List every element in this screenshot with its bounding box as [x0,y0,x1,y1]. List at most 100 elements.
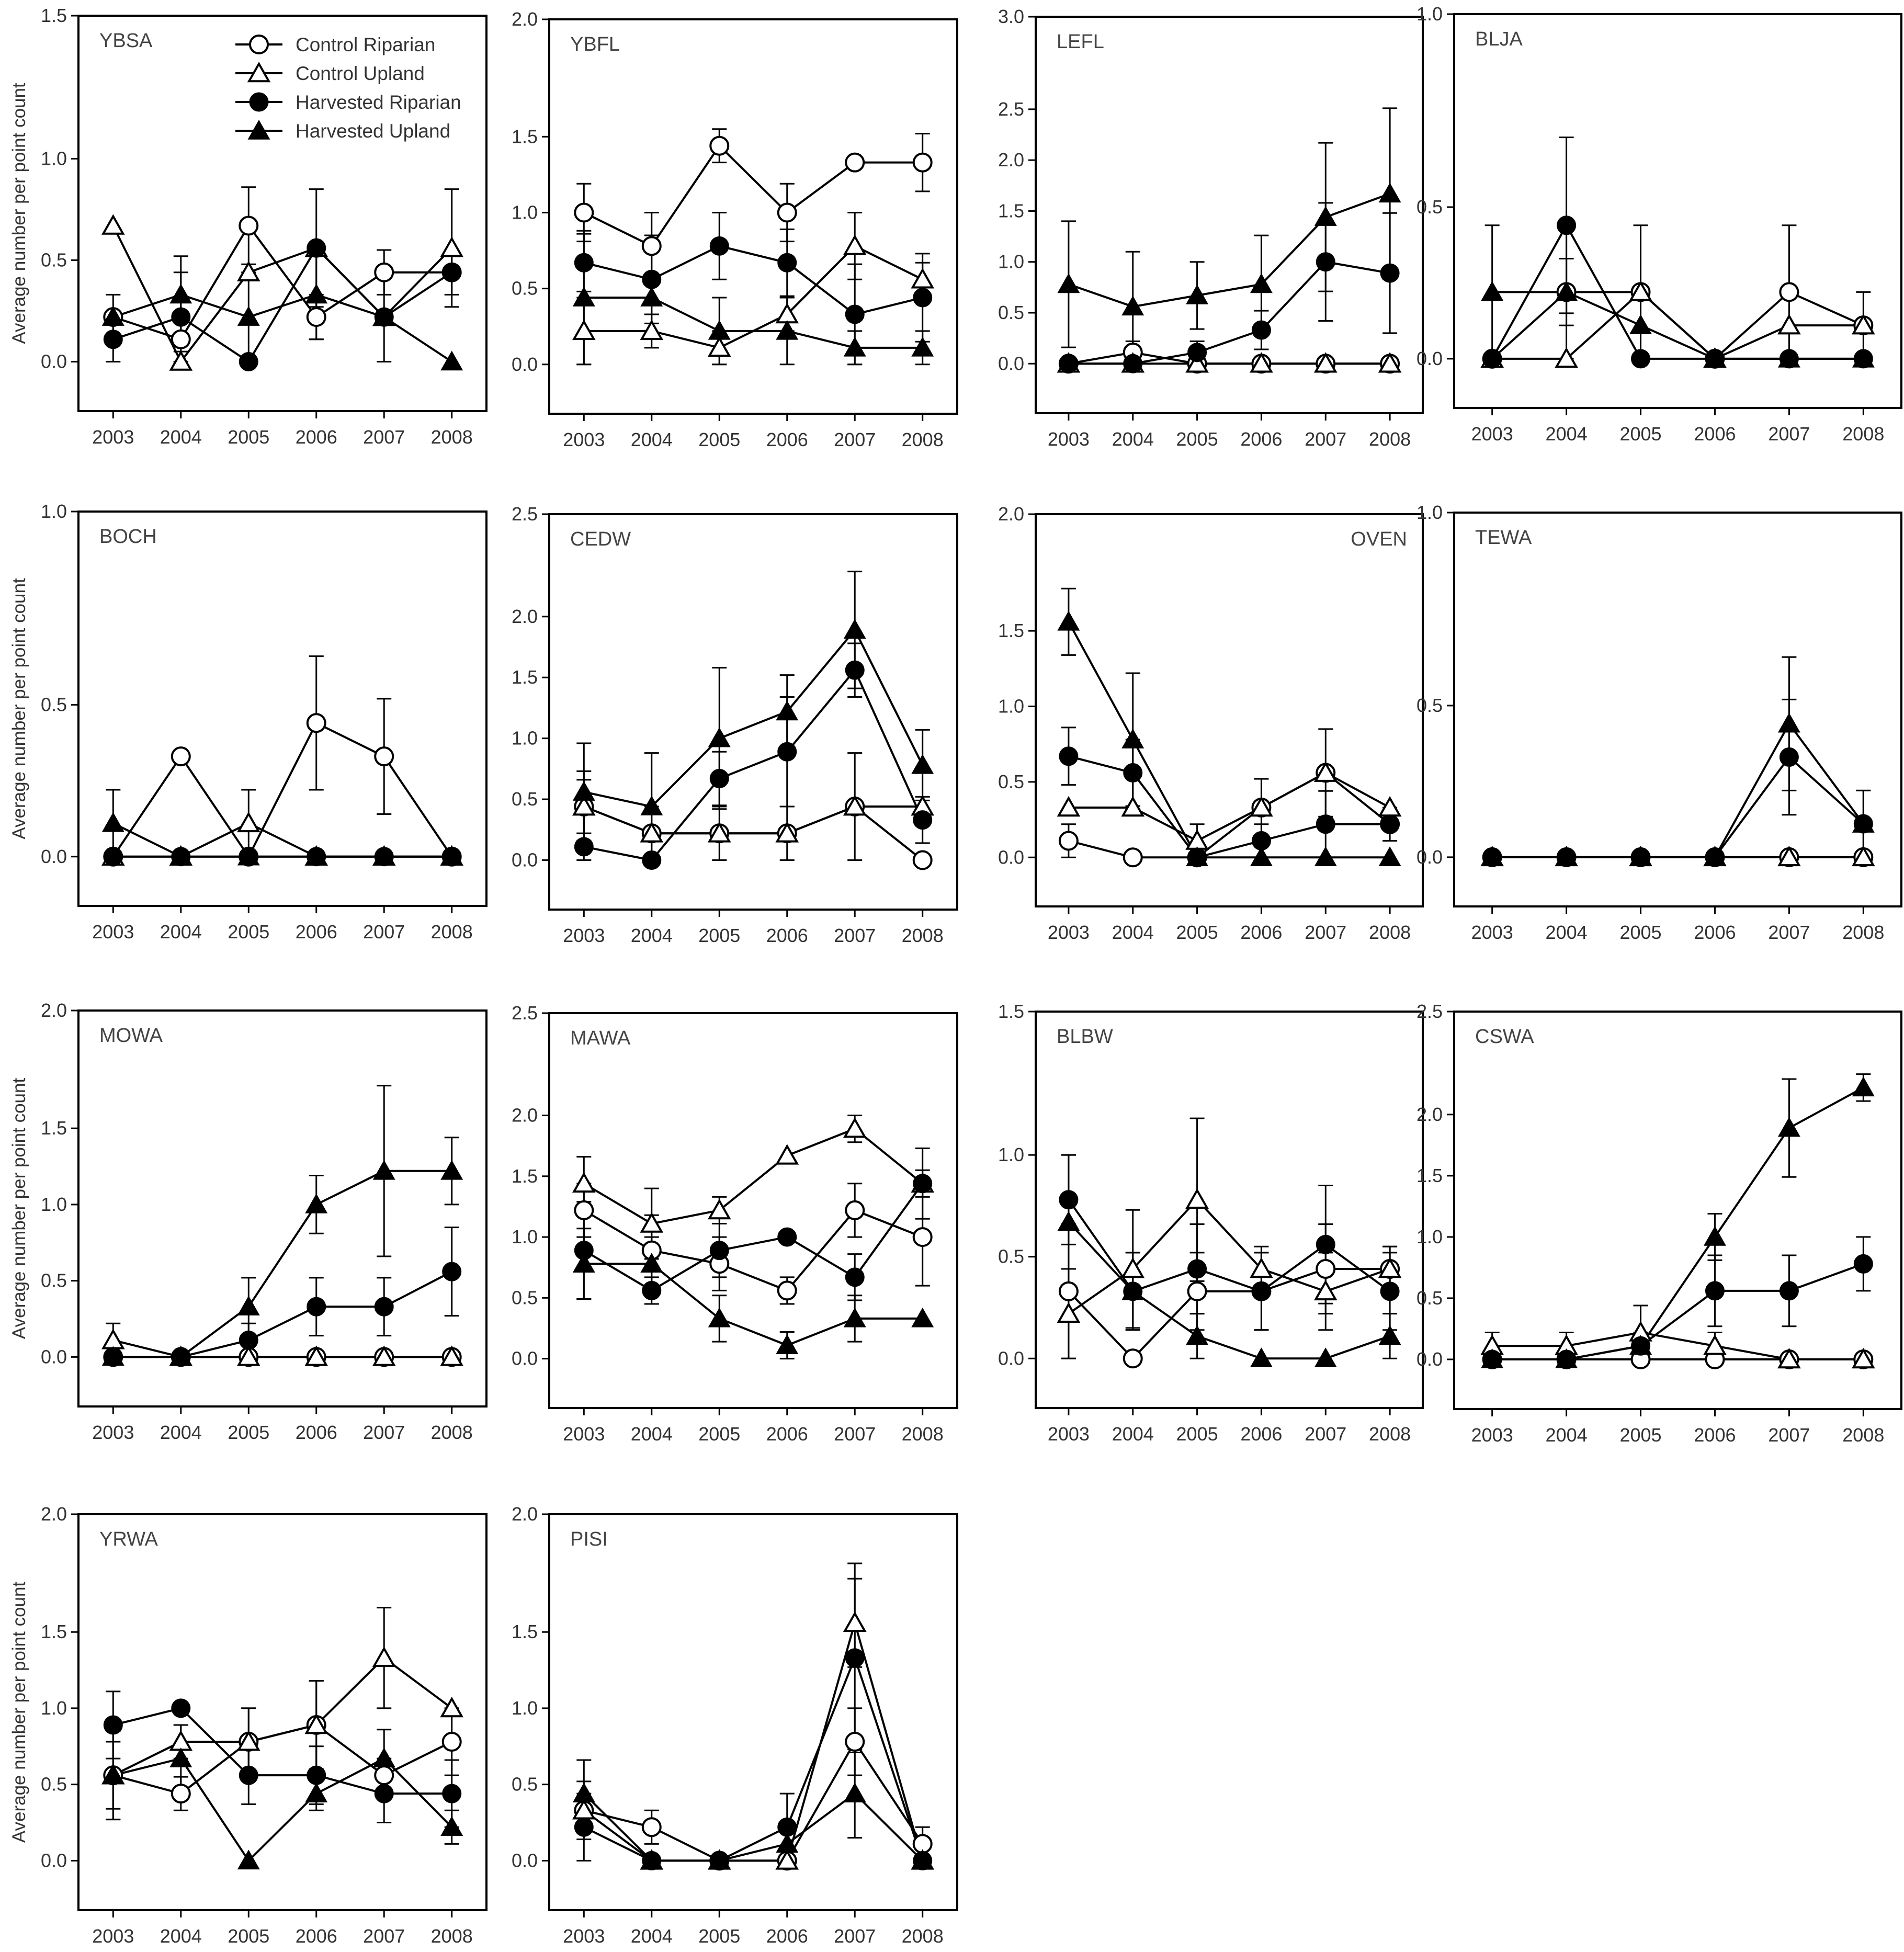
chart-panel-boch: 0.0 0.5 1.0 2003 2004 2005 2006 2007 2008 BOCH Ave… [9,501,488,943]
data-point [843,1117,867,1138]
data-point [239,1765,258,1785]
data-point [372,306,395,326]
data-point [640,822,664,843]
y-tick-label: 1.5 [41,1117,67,1139]
x-tick-label: 2005 [1619,423,1661,445]
data-point [572,319,596,341]
data-point [101,812,124,832]
chart-panel-tewa: 0.0 0.5 1.0 2003 2004 2005 2006 2007 2008 TEWA [1416,502,1902,943]
series-line [583,668,924,861]
panel-title: LEFL [1057,31,1104,53]
y-tick-label: 2.5 [512,503,538,525]
data-point [1314,1347,1337,1368]
y-tick-label: 1.0 [998,1144,1024,1165]
data-point [1250,1257,1273,1278]
y-tick-label: 0.5 [41,1774,67,1795]
x-tick-label: 2006 [766,925,808,946]
markers-control-upland [572,1117,935,1233]
data-point [1313,761,1338,782]
data-point [103,330,123,349]
data-point [845,1648,865,1668]
data-point [1482,349,1502,369]
data-point [843,619,866,639]
y-tick-label: 0.5 [1416,1287,1443,1309]
data-point [372,1747,395,1767]
data-point [307,1765,326,1785]
data-point [1777,1347,1801,1369]
y-tick-label: 0.0 [41,351,67,372]
data-point [1251,1281,1271,1301]
x-tick-label: 2006 [1240,428,1282,450]
data-point [1250,846,1273,867]
y-tick-label: 1.0 [512,1697,538,1719]
data-point [440,350,463,371]
y-tick-label: 2.0 [41,1503,67,1525]
series-line [583,1654,924,1862]
legend-marker [247,61,271,83]
y-tick-label: 1.0 [512,1226,538,1247]
y-tick-label: 2.0 [512,1105,538,1126]
series-line [584,1263,923,1347]
x-tick-label: 2005 [228,1925,269,1947]
data-point [640,796,663,815]
x-tick-label: 2005 [228,426,269,448]
data-point [1779,747,1799,767]
x-tick-label: 2005 [698,1925,740,1947]
data-point [1852,347,1875,368]
data-point [912,152,933,173]
y-tick-label: 0.5 [1416,196,1443,218]
chart-panel-cedw: 0.0 0.5 1.0 1.5 2.0 2.5 2003 2004 2005 2006 2007 20… [512,503,958,946]
x-tick-label: 2008 [1369,922,1411,943]
data-point [574,253,594,273]
y-tick-label: 2.0 [998,149,1024,171]
legend-label: Harvested Upland [296,120,450,142]
x-tick-label: 2008 [431,1422,473,1443]
data-point [845,1267,865,1287]
y-tick-label: 1.5 [41,1621,67,1642]
data-point [101,214,125,235]
x-tick-label: 2004 [1112,922,1154,943]
x-tick-label: 2007 [1768,423,1810,445]
x-tick-label: 2006 [296,921,337,943]
data-point [169,1747,192,1767]
data-point [1057,610,1080,631]
legend-marker [247,119,270,140]
markers-harvested-riparian [574,236,933,324]
y-tick-label: 1.5 [512,126,538,147]
y-tick-label: 2.5 [512,1002,538,1024]
x-tick-label: 2004 [1112,428,1154,450]
x-tick-label: 2004 [160,1422,202,1443]
series-control-upland [1492,290,1864,360]
data-point [1121,796,1145,817]
y-tick-label: 1.0 [1416,3,1443,25]
y-tick-label: 0.0 [1416,348,1443,369]
markers-control-upland [572,234,935,357]
data-point [1057,1302,1081,1323]
data-point [1057,1211,1080,1231]
x-tick-label: 2008 [431,921,473,943]
data-point [1316,252,1335,272]
markers-harvested-upland [101,1160,463,1366]
plot-frame [548,18,958,415]
data-point [171,1698,191,1718]
x-tick-label: 2005 [228,1422,269,1443]
y-tick-label: 0.0 [512,849,538,871]
data-point [372,1160,395,1180]
data-point [709,768,729,788]
y-tick-label: 0.0 [41,846,67,867]
data-point [777,1280,797,1301]
y-tick-label: 1.5 [998,1001,1024,1022]
series-line [112,293,452,363]
panel-title: CEDW [570,528,631,550]
series-line [583,628,924,808]
data-point [911,754,934,774]
x-tick-label: 2003 [563,925,605,946]
y-tick-label: 0.0 [1416,1348,1443,1370]
x-tick-label: 2005 [698,925,740,946]
data-point [1187,1281,1207,1301]
data-point [708,727,731,747]
data-point [1058,1281,1079,1301]
data-point [374,262,394,282]
data-point [103,847,123,867]
chart-panel-lefl: 0.0 0.5 1.0 1.5 2.0 2.5 3.0 2003 2004 2005 2006 200… [998,6,1424,450]
